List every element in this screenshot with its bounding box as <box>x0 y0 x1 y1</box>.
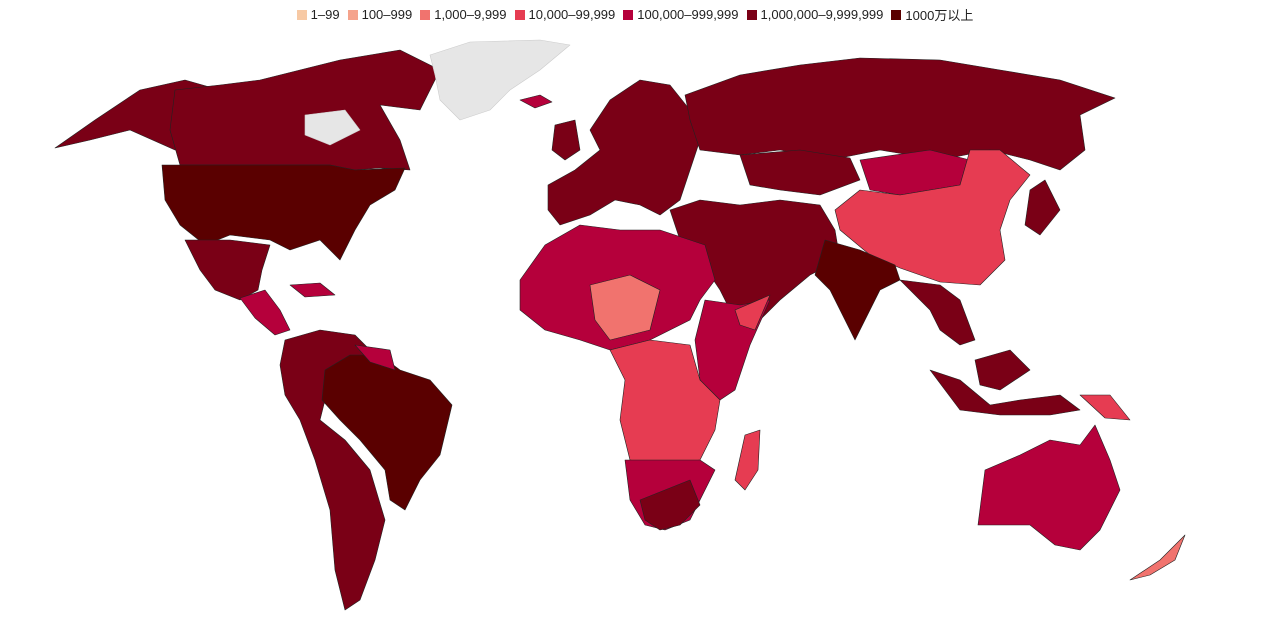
legend-label: 1–99 <box>310 7 340 22</box>
country <box>354 344 396 371</box>
legend-swatch <box>347 9 358 20</box>
legend-item: 10,000–99,999 <box>514 5 616 24</box>
country <box>1129 534 1186 581</box>
no-data <box>304 109 361 146</box>
country <box>1024 179 1061 236</box>
legend-item: 1–99 <box>296 5 340 24</box>
country <box>239 289 291 336</box>
country <box>519 94 553 109</box>
legend-swatch <box>623 9 634 20</box>
country <box>184 239 271 301</box>
country <box>289 282 336 298</box>
legend-swatch <box>420 9 431 20</box>
legend-swatch <box>891 9 902 20</box>
legend-swatch <box>514 9 525 20</box>
legend-item: 1,000,000–9,999,999 <box>746 5 884 24</box>
legend: 1–99 100–999 1,000–9,999 10,000–99,999 100,0… <box>0 5 1270 24</box>
country <box>161 164 406 261</box>
legend-item: 100,000–999,999 <box>623 5 739 24</box>
country <box>639 479 701 531</box>
no-data <box>429 39 571 121</box>
legend-label: 10,000–99,999 <box>528 7 616 22</box>
legend-label: 100,000–999,999 <box>637 7 739 22</box>
legend-label: 100–999 <box>361 7 413 22</box>
country <box>929 369 1081 416</box>
country <box>1079 394 1131 421</box>
country <box>977 424 1121 551</box>
country <box>684 57 1116 171</box>
legend-label: 1,000,000–9,999,999 <box>760 7 884 22</box>
legend-swatch <box>296 9 307 20</box>
country <box>974 349 1031 391</box>
legend-item: 100–999 <box>347 5 413 24</box>
country <box>609 339 721 466</box>
country <box>834 149 1031 286</box>
country <box>899 279 976 346</box>
legend-label: 1,000–9,999 <box>434 7 507 22</box>
country <box>551 119 581 161</box>
country <box>814 239 901 341</box>
legend-label: 1000万以上 <box>905 8 974 23</box>
country <box>734 294 771 331</box>
country <box>739 149 861 196</box>
legend-swatch <box>746 9 757 20</box>
legend-item: 1,000–9,999 <box>420 5 507 24</box>
country <box>589 274 661 341</box>
country <box>169 49 441 171</box>
country <box>734 429 761 491</box>
country <box>547 79 701 226</box>
legend-item: 1000万以上 <box>891 5 973 24</box>
